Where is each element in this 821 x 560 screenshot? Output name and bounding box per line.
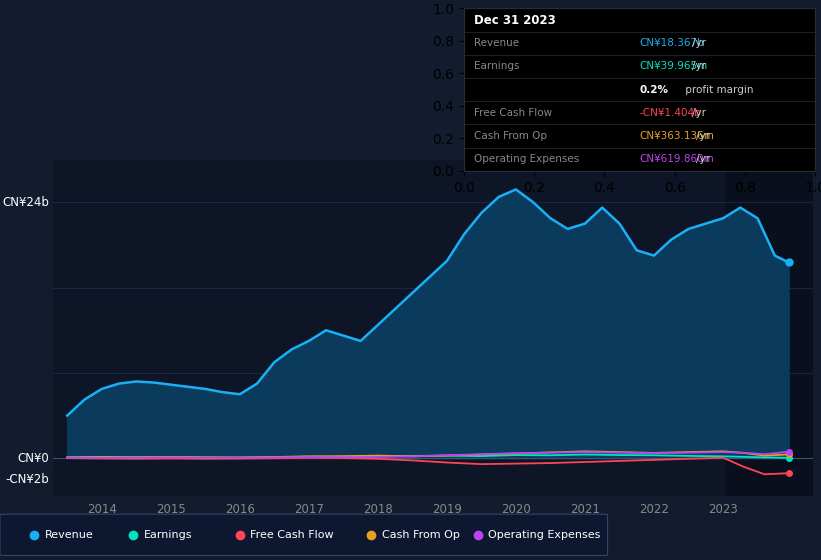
- Text: 0.2%: 0.2%: [640, 85, 668, 95]
- Text: CN¥18.367b: CN¥18.367b: [640, 38, 704, 48]
- Bar: [727, 160, 813, 496]
- Text: Earnings: Earnings: [475, 62, 520, 72]
- Text: /yr: /yr: [696, 131, 710, 141]
- Text: CN¥363.136m: CN¥363.136m: [640, 131, 714, 141]
- Text: /yr: /yr: [696, 154, 710, 164]
- Text: Operating Expenses: Operating Expenses: [475, 154, 580, 164]
- Text: CN¥619.860m: CN¥619.860m: [640, 154, 714, 164]
- Text: Cash From Op: Cash From Op: [475, 131, 548, 141]
- Text: Free Cash Flow: Free Cash Flow: [475, 108, 553, 118]
- Text: profit margin: profit margin: [681, 85, 753, 95]
- Text: -CN¥1.404b: -CN¥1.404b: [640, 108, 701, 118]
- Text: Revenue: Revenue: [475, 38, 520, 48]
- Text: Operating Expenses: Operating Expenses: [488, 530, 601, 540]
- Text: CN¥24b: CN¥24b: [2, 196, 49, 209]
- Text: -CN¥2b: -CN¥2b: [6, 473, 49, 486]
- FancyBboxPatch shape: [0, 514, 608, 556]
- Text: /yr: /yr: [692, 62, 706, 72]
- Text: Cash From Op: Cash From Op: [382, 530, 460, 540]
- Text: Revenue: Revenue: [45, 530, 94, 540]
- Text: CN¥0: CN¥0: [18, 452, 49, 465]
- Text: Free Cash Flow: Free Cash Flow: [250, 530, 334, 540]
- Text: Earnings: Earnings: [144, 530, 192, 540]
- Text: /yr: /yr: [692, 38, 706, 48]
- Text: /yr: /yr: [692, 108, 706, 118]
- Text: Dec 31 2023: Dec 31 2023: [475, 13, 556, 26]
- Text: CN¥39.965m: CN¥39.965m: [640, 62, 708, 72]
